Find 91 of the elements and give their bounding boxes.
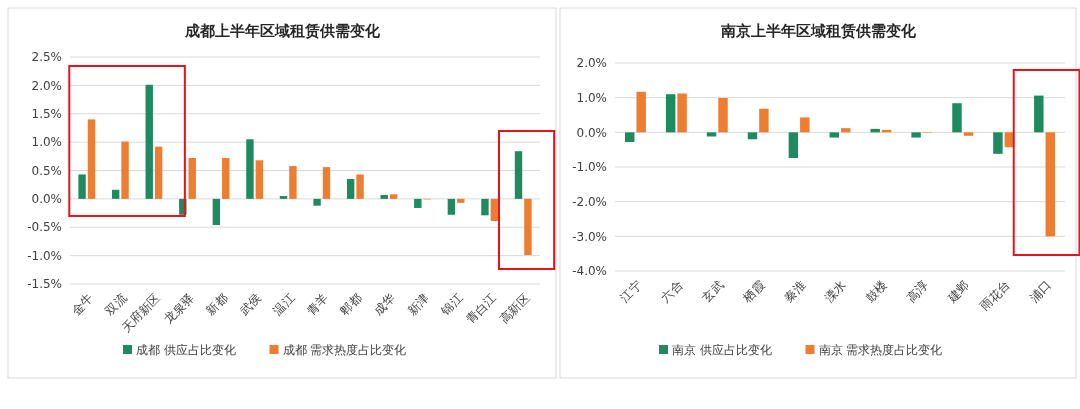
y-tick-label: 0.5% xyxy=(31,163,62,178)
x-tick-label: 江宁 xyxy=(617,278,645,306)
y-tick-label: 2.0% xyxy=(31,78,62,93)
x-tick-label: 建邺 xyxy=(944,278,972,306)
legend-label: 南京 供应占比变化 xyxy=(672,343,772,358)
legend-label: 成都 供应占比变化 xyxy=(136,343,236,358)
bar xyxy=(829,132,839,138)
x-tick-label: 新津 xyxy=(404,291,432,319)
bar xyxy=(1034,95,1044,133)
y-tick-label: -3.0% xyxy=(572,229,607,244)
bar xyxy=(111,189,120,199)
chart-title: 成都上半年区域租赁供需变化 xyxy=(183,22,381,40)
bar xyxy=(279,196,288,199)
bar xyxy=(322,167,331,199)
x-tick-label: 青羊 xyxy=(304,291,331,319)
y-tick-label: 1.0% xyxy=(576,90,607,105)
y-tick-label: 2.0% xyxy=(576,56,607,71)
bar xyxy=(524,198,532,256)
y-tick-label: 2.5% xyxy=(31,50,62,65)
bar xyxy=(78,174,86,199)
x-tick-label: 双流 xyxy=(102,291,130,319)
bar xyxy=(718,98,728,133)
x-tick-label: 龙泉驿 xyxy=(161,291,197,327)
bar xyxy=(1045,132,1055,237)
bar xyxy=(154,146,163,199)
y-tick-label: -1.5% xyxy=(27,277,62,292)
bar xyxy=(212,198,221,225)
bar xyxy=(145,84,153,199)
y-tick-label: 1.5% xyxy=(31,106,62,121)
x-tick-label: 锦江 xyxy=(437,291,466,319)
bar xyxy=(490,198,499,222)
x-tick-label: 栖霞 xyxy=(739,278,768,306)
bar xyxy=(952,103,962,133)
y-tick-label: -1.0% xyxy=(572,160,607,175)
bar xyxy=(625,132,635,143)
bar xyxy=(481,198,489,216)
bar xyxy=(911,132,921,138)
bar xyxy=(665,94,676,133)
bar xyxy=(870,128,880,133)
x-tick-label: 雨花台 xyxy=(977,278,1013,314)
x-tick-label: 武侯 xyxy=(236,291,264,319)
bar xyxy=(313,198,321,206)
legend-label: 成都 需求热度占比变化 xyxy=(282,343,407,358)
bar xyxy=(636,91,646,133)
y-tick-label: 0.0% xyxy=(576,125,607,140)
bar xyxy=(963,132,974,136)
x-tick-label: 新都 xyxy=(203,291,231,319)
x-tick-label: 高淳 xyxy=(904,278,931,306)
chart-title: 南京上半年区域租赁供需变化 xyxy=(719,22,917,40)
bar xyxy=(414,198,422,208)
bar xyxy=(514,151,523,199)
y-tick-label: 0.0% xyxy=(31,192,62,207)
legend-label: 南京 需求热度占比变化 xyxy=(818,343,943,358)
bar xyxy=(246,139,254,199)
bar xyxy=(447,198,456,215)
bar xyxy=(993,132,1003,154)
bar xyxy=(389,194,398,199)
x-tick-label: 溧水 xyxy=(822,278,850,306)
bar xyxy=(356,174,364,199)
bar xyxy=(677,93,687,133)
y-tick-label: 1.0% xyxy=(31,135,62,150)
y-tick-label: -1.0% xyxy=(27,248,62,263)
x-tick-label: 郫都 xyxy=(337,291,365,319)
x-tick-label: 温江 xyxy=(270,291,298,319)
bar xyxy=(121,141,129,199)
bar xyxy=(380,194,388,199)
x-tick-label: 高新区 xyxy=(496,291,533,327)
bar xyxy=(788,132,799,158)
x-tick-label: 玄武 xyxy=(699,278,727,306)
y-tick-label: -2.0% xyxy=(572,194,607,209)
x-tick-label: 秦淮 xyxy=(781,278,809,306)
x-tick-label: 六合 xyxy=(658,278,686,306)
bar xyxy=(289,165,297,199)
bar xyxy=(800,117,810,133)
bar xyxy=(706,132,717,137)
bar xyxy=(759,108,769,133)
bar xyxy=(747,132,758,140)
x-tick-label: 青白江 xyxy=(463,291,499,327)
bar xyxy=(87,119,96,199)
bar xyxy=(841,128,851,133)
bar xyxy=(255,160,264,199)
x-tick-label: 成华 xyxy=(371,291,399,319)
x-tick-label: 鼓楼 xyxy=(863,278,890,306)
bar xyxy=(457,198,465,203)
x-tick-label: 金牛 xyxy=(69,291,96,319)
x-tick-label: 浦口 xyxy=(1026,278,1054,306)
bar xyxy=(188,158,196,199)
bar xyxy=(346,179,355,199)
y-tick-label: -0.5% xyxy=(27,220,62,235)
y-tick-label: -4.0% xyxy=(572,264,607,279)
bar xyxy=(222,158,230,199)
